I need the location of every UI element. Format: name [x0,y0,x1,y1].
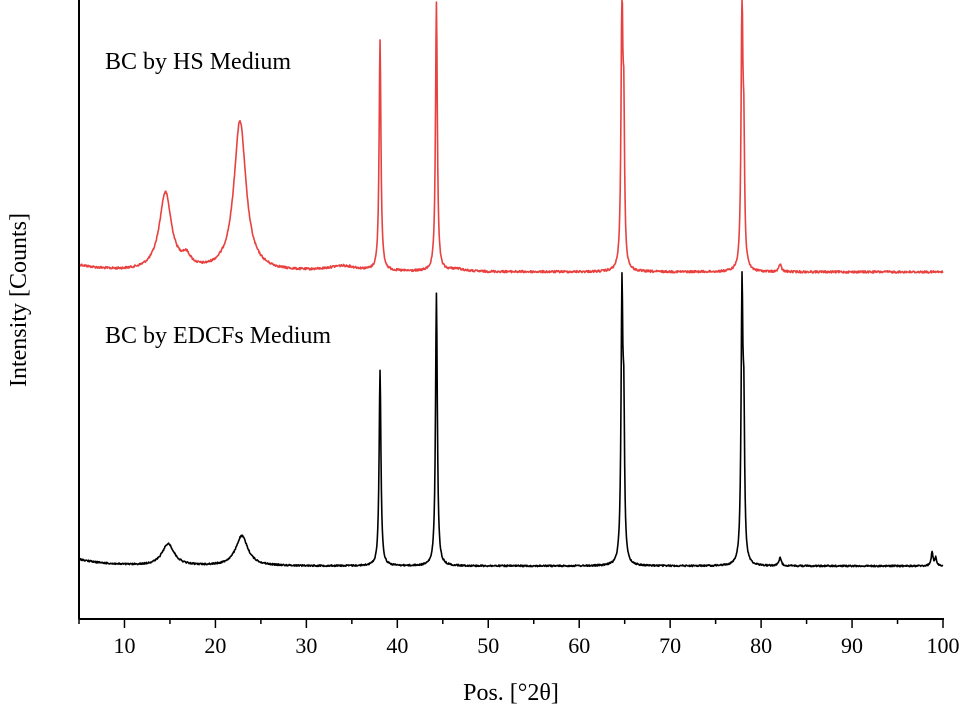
x-tick-label: 30 [295,633,317,658]
x-tick-label: 20 [204,633,226,658]
x-tick-label: 60 [568,633,590,658]
x-tick-label: 10 [113,633,135,658]
series-label-edcfs: BC by EDCFs Medium [105,323,331,349]
x-tick-label: 100 [927,633,960,658]
x-tick-label: 40 [386,633,408,658]
series-line-hs [78,0,944,274]
axes: 10 20 30 40 50 60 70 80 90 100 [78,0,960,658]
x-tick-label: 70 [659,633,681,658]
series-label-hs: BC by HS Medium [105,49,291,75]
x-tick-label: 90 [841,633,863,658]
y-axis-title: Intensity [Counts] [6,213,32,387]
plot-area [78,0,944,568]
x-tick-label: 50 [477,633,499,658]
series-line-edcfs [78,271,944,568]
x-axis-title: Pos. [°2θ] [463,680,559,706]
x-tick-label: 80 [750,633,772,658]
